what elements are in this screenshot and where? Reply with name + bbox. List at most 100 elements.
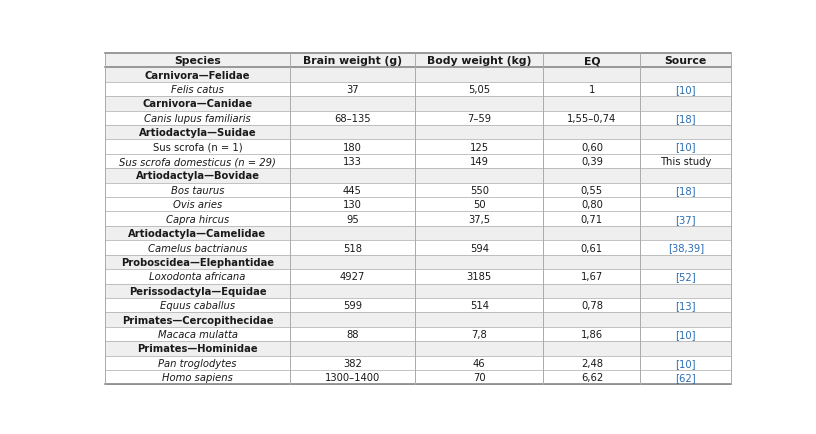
Text: Artiodactyla—Bovidae: Artiodactyla—Bovidae: [135, 171, 259, 181]
Bar: [105, 68, 731, 82]
Text: 1: 1: [589, 85, 595, 95]
Text: 2,48: 2,48: [581, 358, 603, 368]
Text: Primates—Hominidae: Primates—Hominidae: [137, 344, 258, 354]
Text: 180: 180: [343, 142, 362, 152]
Text: 46: 46: [473, 358, 486, 368]
Text: 0,55: 0,55: [581, 185, 603, 195]
Text: [38,39]: [38,39]: [667, 243, 704, 253]
Text: 514: 514: [470, 300, 489, 310]
Text: 1300–1400: 1300–1400: [325, 372, 380, 382]
Text: 149: 149: [470, 157, 489, 167]
Text: 0,71: 0,71: [581, 214, 603, 224]
Text: 4927: 4927: [339, 272, 365, 282]
Text: Camelus bactrianus: Camelus bactrianus: [148, 243, 247, 253]
Text: Carnivora—Felidae: Carnivora—Felidae: [144, 70, 251, 80]
Bar: [105, 197, 731, 212]
Text: Macaca mulatta: Macaca mulatta: [157, 329, 237, 339]
Bar: [105, 97, 731, 111]
Text: Sus scrofa (n = 1): Sus scrofa (n = 1): [153, 142, 242, 152]
Text: 599: 599: [343, 300, 362, 310]
Text: 382: 382: [343, 358, 362, 368]
Text: 518: 518: [343, 243, 362, 253]
Text: [18]: [18]: [676, 114, 696, 123]
Text: 7–59: 7–59: [468, 114, 491, 123]
Text: Body weight (kg): Body weight (kg): [427, 56, 531, 66]
Text: Canis lupus familiaris: Canis lupus familiaris: [144, 114, 251, 123]
Text: Loxodonta africana: Loxodonta africana: [149, 272, 246, 282]
Text: Bos taurus: Bos taurus: [171, 185, 224, 195]
Bar: [105, 284, 731, 298]
Text: 594: 594: [470, 243, 489, 253]
Bar: [105, 241, 731, 255]
Bar: [105, 270, 731, 284]
Text: 70: 70: [473, 372, 486, 382]
Text: 0,60: 0,60: [581, 142, 603, 152]
Text: Pan troglodytes: Pan troglodytes: [158, 358, 237, 368]
Bar: [105, 155, 731, 169]
Bar: [105, 54, 731, 68]
Text: 133: 133: [343, 157, 362, 167]
Text: Artiodactyla—Camelidae: Artiodactyla—Camelidae: [128, 229, 267, 239]
Text: [37]: [37]: [676, 214, 696, 224]
Text: Carnivora—Canidae: Carnivora—Canidae: [143, 99, 253, 109]
Text: [62]: [62]: [676, 372, 696, 382]
Text: 37,5: 37,5: [468, 214, 490, 224]
Bar: [105, 327, 731, 342]
Text: EQ: EQ: [583, 56, 601, 66]
Text: 6,62: 6,62: [581, 372, 603, 382]
Bar: [105, 169, 731, 183]
Bar: [105, 342, 731, 356]
Text: 550: 550: [470, 185, 489, 195]
Text: 5,05: 5,05: [468, 85, 490, 95]
Text: 1,67: 1,67: [581, 272, 603, 282]
Text: [10]: [10]: [676, 358, 696, 368]
Bar: [105, 356, 731, 370]
Text: Source: Source: [665, 56, 707, 66]
Text: 95: 95: [346, 214, 359, 224]
Text: 68–135: 68–135: [334, 114, 370, 123]
Bar: [105, 126, 731, 140]
Bar: [105, 111, 731, 126]
Bar: [105, 298, 731, 312]
Text: Primates—Cercopithecidae: Primates—Cercopithecidae: [122, 315, 273, 325]
Text: Perissodactyla—Equidae: Perissodactyla—Equidae: [129, 286, 266, 296]
Text: 7,8: 7,8: [472, 329, 487, 339]
Bar: [105, 82, 731, 97]
Text: Ovis aries: Ovis aries: [173, 200, 222, 210]
Bar: [105, 140, 731, 155]
Text: 0,39: 0,39: [581, 157, 603, 167]
Text: 1,55–0,74: 1,55–0,74: [567, 114, 617, 123]
Text: Capra hircus: Capra hircus: [166, 214, 229, 224]
Text: 1,86: 1,86: [581, 329, 603, 339]
Text: [13]: [13]: [676, 300, 696, 310]
Text: 0,80: 0,80: [581, 200, 603, 210]
Text: [52]: [52]: [676, 272, 696, 282]
Text: 88: 88: [346, 329, 359, 339]
Bar: [105, 312, 731, 327]
Text: Artiodactyla—Suidae: Artiodactyla—Suidae: [139, 128, 256, 138]
Text: 445: 445: [343, 185, 362, 195]
Text: 125: 125: [470, 142, 489, 152]
Text: Sus scrofa domesticus (n = 29): Sus scrofa domesticus (n = 29): [119, 157, 276, 167]
Bar: [105, 370, 731, 385]
Text: Proboscidea—Elephantidae: Proboscidea—Elephantidae: [121, 257, 274, 267]
Text: 50: 50: [473, 200, 486, 210]
Text: Brain weight (g): Brain weight (g): [303, 56, 402, 66]
Bar: [105, 183, 731, 197]
Text: [10]: [10]: [676, 329, 696, 339]
Bar: [105, 212, 731, 227]
Text: 130: 130: [343, 200, 362, 210]
Text: Felis catus: Felis catus: [171, 85, 224, 95]
Bar: [105, 227, 731, 241]
Text: [10]: [10]: [676, 142, 696, 152]
Text: 37: 37: [346, 85, 359, 95]
Text: 0,61: 0,61: [581, 243, 603, 253]
Text: Equus caballus: Equus caballus: [160, 300, 235, 310]
Text: 3185: 3185: [467, 272, 492, 282]
Bar: [105, 255, 731, 270]
Text: Species: Species: [174, 56, 221, 66]
Text: Homo sapiens: Homo sapiens: [162, 372, 233, 382]
Text: This study: This study: [660, 157, 712, 167]
Text: [10]: [10]: [676, 85, 696, 95]
Text: [18]: [18]: [676, 185, 696, 195]
